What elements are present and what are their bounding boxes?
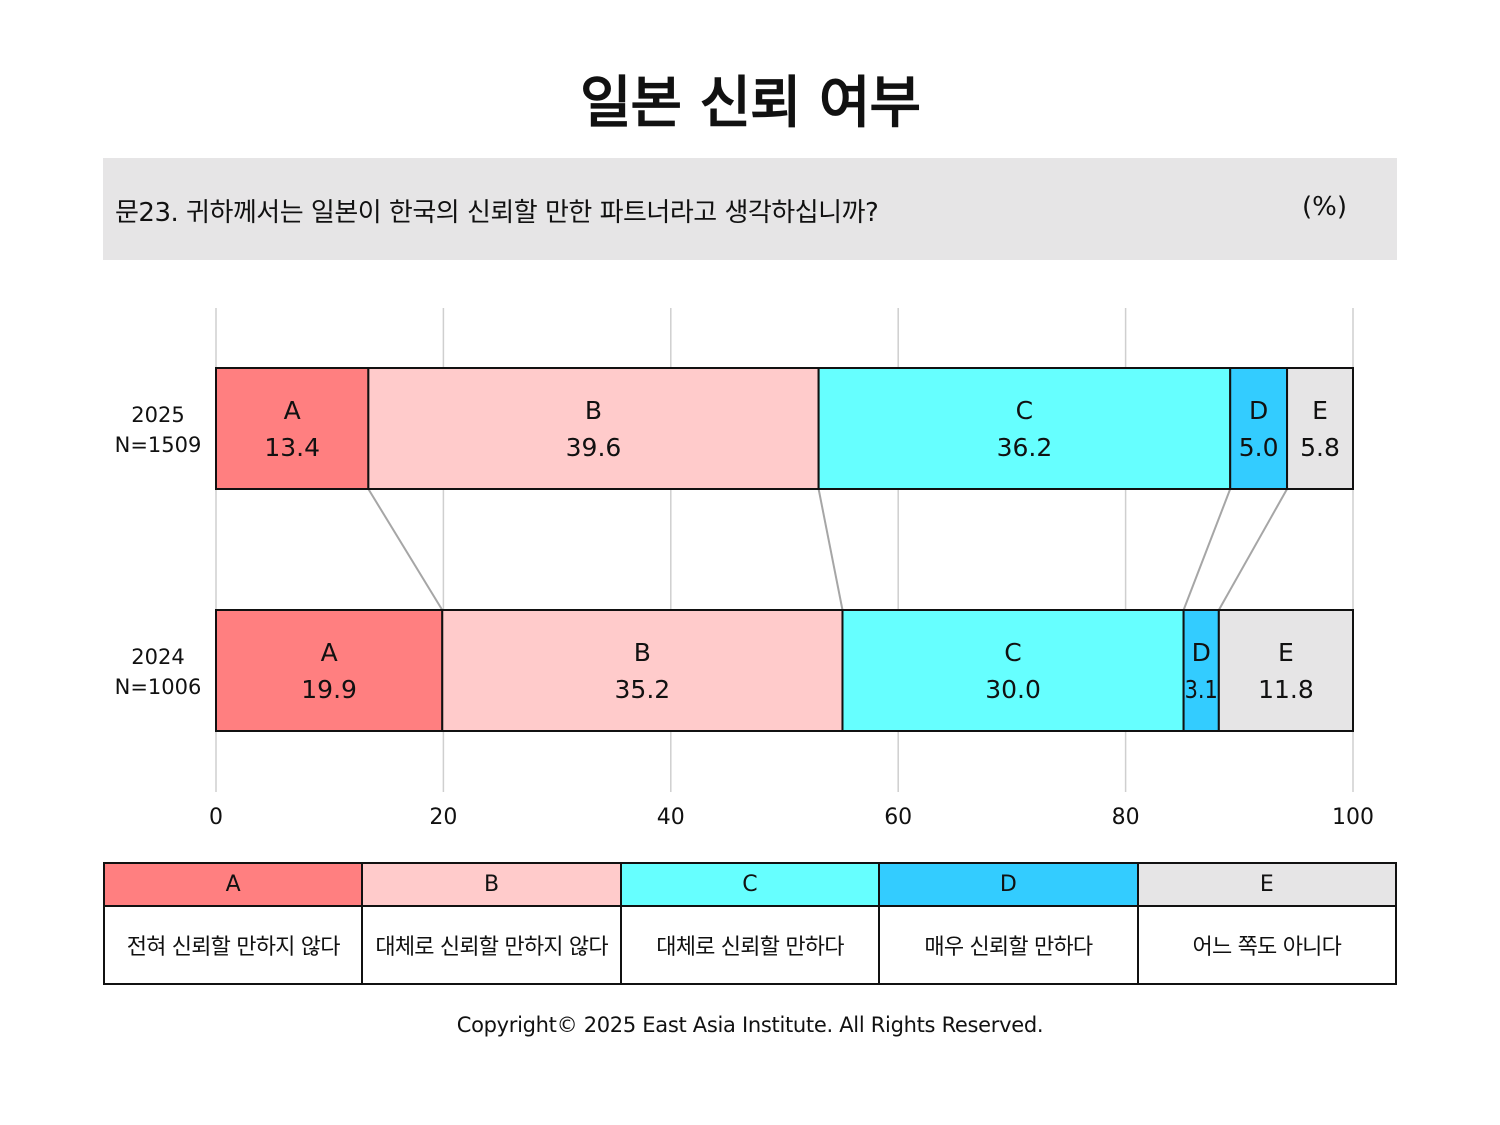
legend-label-e: 어느 쪽도 아니다 [1136, 905, 1398, 985]
bar-series-label: E [1312, 396, 1328, 425]
connector-line [1182, 488, 1232, 611]
bar-value-label: 5.8 [1300, 433, 1340, 462]
bar-e-2024 [1217, 609, 1354, 732]
chart-title: 일본 신뢰 여부 [579, 71, 921, 136]
connector-line [1217, 488, 1288, 611]
x-tick-label: 100 [1332, 805, 1374, 830]
connector-lines [367, 488, 1288, 611]
bar-d-2024 [1182, 609, 1220, 732]
connector-line [367, 488, 444, 611]
bar-c-2024 [841, 609, 1185, 732]
bar-a-2024 [215, 609, 444, 732]
question-text: 문23. 귀하께서는 일본이 한국의 신뢰할 만한 파트너라고 생각하십니까? [115, 198, 879, 228]
bar-value-label: 36.2 [997, 433, 1053, 462]
bar-series-label: A [321, 638, 338, 667]
x-tick-label: 80 [1112, 805, 1140, 830]
x-tick-label: 40 [657, 805, 685, 830]
bars [215, 367, 1354, 732]
bar-value-label: 5.0 [1239, 433, 1279, 462]
stacked-bar-chart: 0 20 40 60 80 100 A 13.4 B 39.6 C 36.2 D 5.0 E 5.8 2025 N… [115, 308, 1374, 830]
bar-value-label: 19.9 [301, 675, 357, 704]
unit-label: (%) [1302, 192, 1347, 222]
bar-value-label: 35.2 [615, 675, 671, 704]
row-label-n: N=1509 [115, 433, 202, 457]
x-tick-label: 60 [884, 805, 912, 830]
bar-value-label: 39.6 [566, 433, 622, 462]
bar-value-label: 13.4 [264, 433, 320, 462]
x-tick-label: 0 [209, 805, 223, 830]
bar-value-label: 11.8 [1258, 675, 1314, 704]
row-label-n: N=1006 [115, 675, 202, 699]
bar-series-label: C [1004, 638, 1021, 667]
bar-b-2025 [367, 367, 820, 490]
connector-line [817, 488, 844, 611]
legend-label-d: 매우 신뢰할 만하다 [878, 905, 1139, 985]
bar-series-label: A [284, 396, 301, 425]
legend-header-row: A B C D E [102, 862, 1398, 907]
legend-key-c: C [619, 862, 881, 907]
question-box: 문23. 귀하께서는 일본이 한국의 신뢰할 만한 파트너라고 생각하십니까? … [103, 158, 1397, 260]
legend-table: A B C D E 전혀 신뢰할 만하지 않다 대체로 신뢰할 만하지 않다 대… [102, 862, 1398, 985]
bar-series-label: C [1016, 396, 1033, 425]
legend-label-b: 대체로 신뢰할 만하지 않다 [361, 905, 622, 985]
bar-series-label: B [634, 638, 651, 667]
bar-series-label: E [1278, 638, 1294, 667]
bar-d-2025 [1229, 367, 1289, 490]
bar-series-label: D [1249, 396, 1268, 425]
legend-key-b: B [361, 862, 622, 907]
legend-key-e: E [1136, 862, 1398, 907]
bar-c-2025 [817, 367, 1232, 490]
labels: 0 20 40 60 80 100 A 13.4 B 39.6 C 36.2 D 5.0 E 5.8 2025 N… [115, 396, 1374, 830]
bar-series-label: D [1192, 638, 1211, 667]
legend-label-c: 대체로 신뢰할 만하다 [619, 905, 881, 985]
bar-e-2025 [1286, 367, 1354, 490]
bar-value-label: 30.0 [985, 675, 1041, 704]
bar-value-label: 3.1 [1185, 675, 1218, 704]
legend-label-a: 전혀 신뢰할 만하지 않다 [102, 905, 364, 985]
legend-key-d: D [878, 862, 1139, 907]
copyright-text: Copyright© 2025 East Asia Institute. All… [456, 1013, 1044, 1037]
row-label-year: 2025 [131, 403, 184, 427]
bar-b-2024 [441, 609, 844, 732]
legend-label-row: 전혀 신뢰할 만하지 않다 대체로 신뢰할 만하지 않다 대체로 신뢰할 만하다… [102, 905, 1398, 985]
x-tick-label: 20 [429, 805, 457, 830]
row-label-year: 2024 [131, 645, 184, 669]
legend-key-a: A [102, 862, 364, 907]
bar-series-label: B [585, 396, 602, 425]
bar-a-2025 [215, 367, 370, 490]
